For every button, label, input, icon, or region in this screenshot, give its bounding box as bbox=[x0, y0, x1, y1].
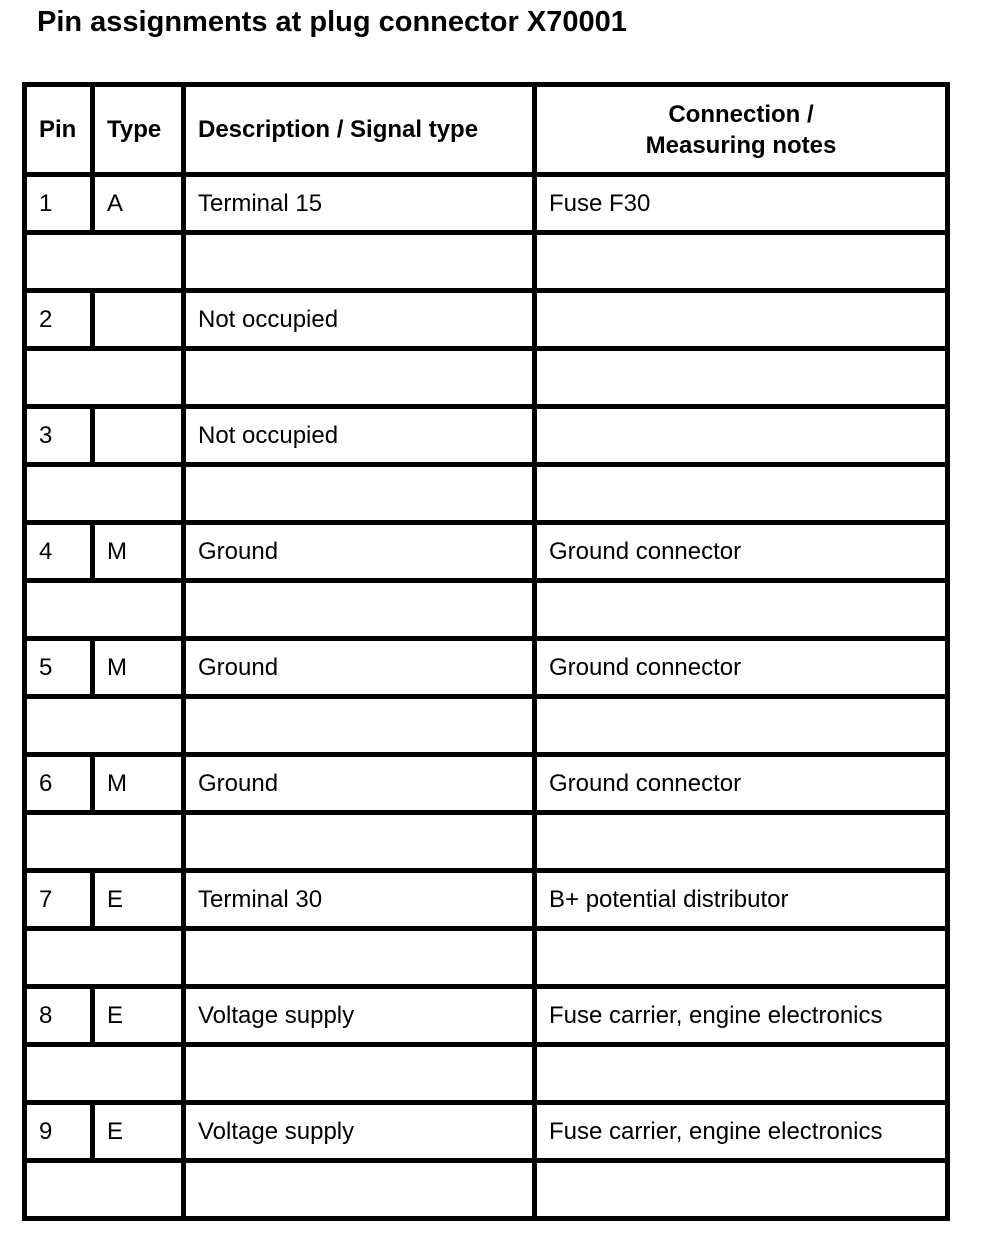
empty-cell bbox=[181, 926, 537, 989]
cell-type: M bbox=[90, 636, 186, 699]
cell-pin: 6 bbox=[22, 752, 95, 815]
empty-cell bbox=[181, 346, 537, 409]
table-row-spacer bbox=[22, 578, 950, 641]
cell-description: Not occupied bbox=[181, 288, 537, 351]
cell-connection: Fuse carrier, engine electronics bbox=[532, 984, 950, 1047]
cell-description: Ground bbox=[181, 636, 537, 699]
empty-cell bbox=[181, 694, 537, 757]
table-row-spacer bbox=[22, 346, 950, 409]
empty-cell bbox=[22, 346, 186, 409]
cell-pin: 7 bbox=[22, 868, 95, 931]
cell-connection: Fuse carrier, engine electronics bbox=[532, 1100, 950, 1163]
empty-cell bbox=[532, 462, 950, 525]
cell-connection: Fuse F30 bbox=[532, 172, 950, 235]
cell-type: E bbox=[90, 984, 186, 1047]
cell-type: E bbox=[90, 1100, 186, 1163]
cell-description: Ground bbox=[181, 520, 537, 583]
header-connection: Connection / Measuring notes bbox=[532, 82, 950, 177]
empty-cell bbox=[532, 1042, 950, 1105]
cell-type bbox=[90, 404, 186, 467]
empty-cell bbox=[22, 462, 186, 525]
cell-pin: 1 bbox=[22, 172, 95, 235]
cell-connection: Ground connector bbox=[532, 520, 950, 583]
cell-pin: 4 bbox=[22, 520, 95, 583]
empty-cell bbox=[181, 230, 537, 293]
cell-connection: Ground connector bbox=[532, 636, 950, 699]
empty-cell bbox=[532, 578, 950, 641]
empty-cell bbox=[22, 230, 186, 293]
cell-description: Terminal 30 bbox=[181, 868, 537, 931]
cell-type: M bbox=[90, 520, 186, 583]
cell-pin: 8 bbox=[22, 984, 95, 1047]
cell-description: Not occupied bbox=[181, 404, 537, 467]
empty-cell bbox=[532, 926, 950, 989]
table-row: 7 E Terminal 30 B+ potential distributor bbox=[22, 868, 950, 931]
empty-cell bbox=[532, 1158, 950, 1221]
cell-connection: Ground connector bbox=[532, 752, 950, 815]
empty-cell bbox=[22, 694, 186, 757]
pin-assignment-table: Pin Type Description / Signal type Conne… bbox=[22, 82, 950, 1221]
table-row: 2 Not occupied bbox=[22, 288, 950, 351]
cell-type: M bbox=[90, 752, 186, 815]
empty-cell bbox=[181, 462, 537, 525]
empty-cell bbox=[22, 926, 186, 989]
cell-type: A bbox=[90, 172, 186, 235]
cell-description: Voltage supply bbox=[181, 1100, 537, 1163]
cell-connection: B+ potential distributor bbox=[532, 868, 950, 931]
header-connection-line2: Measuring notes bbox=[645, 131, 837, 159]
table-row: 5 M Ground Ground connector bbox=[22, 636, 950, 699]
page-title: Pin assignments at plug connector X70001 bbox=[37, 6, 627, 38]
table-row: 8 E Voltage supply Fuse carrier, engine ele… bbox=[22, 984, 950, 1047]
empty-cell bbox=[532, 694, 950, 757]
header-description: Description / Signal type bbox=[181, 82, 537, 177]
empty-cell bbox=[22, 1042, 186, 1105]
header-type: Type bbox=[90, 82, 186, 177]
table-row-spacer bbox=[22, 810, 950, 873]
cell-description: Terminal 15 bbox=[181, 172, 537, 235]
table-row: 3 Not occupied bbox=[22, 404, 950, 467]
table-row: 1 A Terminal 15 Fuse F30 bbox=[22, 172, 950, 235]
table-row-spacer bbox=[22, 462, 950, 525]
empty-cell bbox=[181, 1158, 537, 1221]
empty-cell bbox=[532, 346, 950, 409]
table-row-spacer bbox=[22, 1158, 950, 1221]
empty-cell bbox=[532, 230, 950, 293]
empty-cell bbox=[532, 810, 950, 873]
table-row-spacer bbox=[22, 1042, 950, 1105]
table-row: 9 E Voltage supply Fuse carrier, engine ele… bbox=[22, 1100, 950, 1163]
cell-connection bbox=[532, 404, 950, 467]
cell-pin: 2 bbox=[22, 288, 95, 351]
cell-pin: 5 bbox=[22, 636, 95, 699]
table-header-row: Pin Type Description / Signal type Conne… bbox=[22, 82, 950, 177]
cell-pin: 3 bbox=[22, 404, 95, 467]
empty-cell bbox=[181, 810, 537, 873]
empty-cell bbox=[22, 578, 186, 641]
empty-cell bbox=[22, 1158, 186, 1221]
cell-description: Voltage supply bbox=[181, 984, 537, 1047]
empty-cell bbox=[181, 578, 537, 641]
header-connection-line1: Connection / bbox=[668, 100, 814, 128]
table-row-spacer bbox=[22, 926, 950, 989]
table-row: 4 M Ground Ground connector bbox=[22, 520, 950, 583]
cell-pin: 9 bbox=[22, 1100, 95, 1163]
cell-type bbox=[90, 288, 186, 351]
empty-cell bbox=[181, 1042, 537, 1105]
empty-cell bbox=[22, 810, 186, 873]
table-row-spacer bbox=[22, 230, 950, 293]
table-row: 6 M Ground Ground connector bbox=[22, 752, 950, 815]
table-row-spacer bbox=[22, 694, 950, 757]
cell-connection bbox=[532, 288, 950, 351]
header-pin: Pin bbox=[22, 82, 95, 177]
cell-type: E bbox=[90, 868, 186, 931]
cell-description: Ground bbox=[181, 752, 537, 815]
